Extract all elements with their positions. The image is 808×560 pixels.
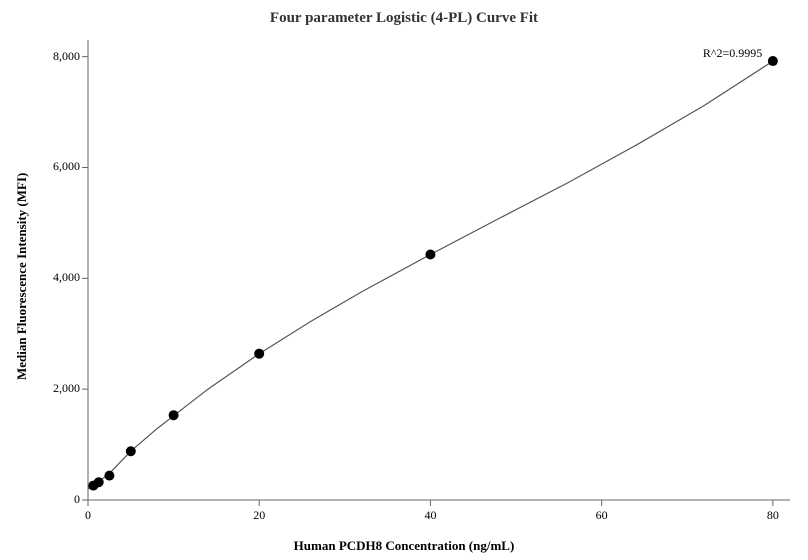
x-tick-label: 20 [244, 508, 274, 523]
chart-container: Four parameter Logistic (4-PL) Curve Fit… [0, 0, 808, 560]
plot-svg [0, 0, 808, 560]
data-point [94, 477, 104, 487]
data-point [169, 410, 179, 420]
data-point [425, 249, 435, 259]
y-tick-label: 4,000 [32, 270, 80, 285]
x-tick-label: 80 [758, 508, 788, 523]
x-tick-label: 0 [73, 508, 103, 523]
data-point [104, 471, 114, 481]
y-tick-label: 2,000 [32, 381, 80, 396]
y-tick-label: 0 [32, 492, 80, 507]
y-tick-label: 8,000 [32, 49, 80, 64]
data-point [126, 446, 136, 456]
x-tick-label: 60 [587, 508, 617, 523]
data-point [768, 56, 778, 66]
x-tick-label: 40 [415, 508, 445, 523]
data-point [254, 349, 264, 359]
y-tick-label: 6,000 [32, 159, 80, 174]
fit-curve [88, 61, 773, 489]
